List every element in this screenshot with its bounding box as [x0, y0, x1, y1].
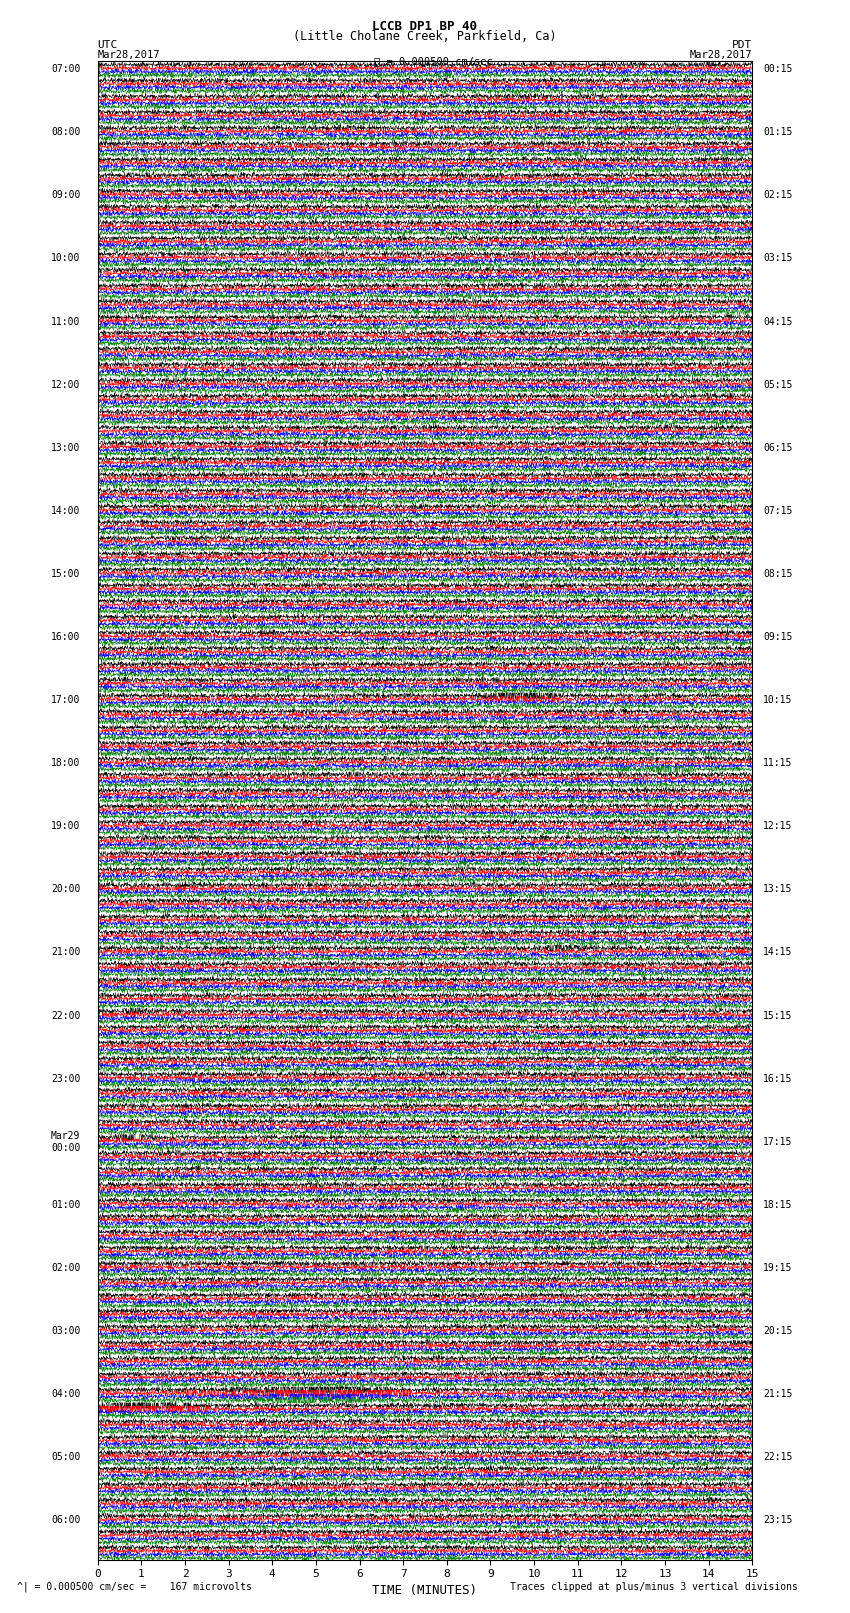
Text: 07:00: 07:00 [51, 65, 80, 74]
Text: 05:15: 05:15 [763, 379, 792, 390]
Text: (Little Cholane Creek, Parkfield, Ca): (Little Cholane Creek, Parkfield, Ca) [293, 31, 557, 44]
Text: 22:00: 22:00 [51, 1011, 80, 1021]
Text: 10:15: 10:15 [763, 695, 792, 705]
Text: 21:15: 21:15 [763, 1389, 792, 1398]
Text: 23:00: 23:00 [51, 1074, 80, 1084]
Text: 19:00: 19:00 [51, 821, 80, 831]
Text: Mar28,2017: Mar28,2017 [98, 50, 161, 60]
Text: 21:00: 21:00 [51, 947, 80, 958]
Text: Mar28,2017: Mar28,2017 [689, 50, 752, 60]
Text: UTC: UTC [98, 40, 118, 50]
Text: 09:15: 09:15 [763, 632, 792, 642]
Text: 14:15: 14:15 [763, 947, 792, 958]
Text: 06:15: 06:15 [763, 442, 792, 453]
Text: 08:15: 08:15 [763, 569, 792, 579]
Text: 03:00: 03:00 [51, 1326, 80, 1336]
Text: 12:15: 12:15 [763, 821, 792, 831]
Text: 02:00: 02:00 [51, 1263, 80, 1273]
Text: PDT: PDT [732, 40, 752, 50]
Text: 18:00: 18:00 [51, 758, 80, 768]
Text: 00:15: 00:15 [763, 65, 792, 74]
Text: 13:00: 13:00 [51, 442, 80, 453]
Text: 20:15: 20:15 [763, 1326, 792, 1336]
Text: 03:15: 03:15 [763, 253, 792, 263]
Text: 12:00: 12:00 [51, 379, 80, 390]
Text: Mar29
00:00: Mar29 00:00 [51, 1131, 80, 1153]
Text: 15:15: 15:15 [763, 1011, 792, 1021]
Text: 17:00: 17:00 [51, 695, 80, 705]
Text: 16:00: 16:00 [51, 632, 80, 642]
X-axis label: TIME (MINUTES): TIME (MINUTES) [372, 1584, 478, 1597]
Text: 10:00: 10:00 [51, 253, 80, 263]
Text: 18:15: 18:15 [763, 1200, 792, 1210]
Text: 06:00: 06:00 [51, 1515, 80, 1526]
Text: 01:00: 01:00 [51, 1200, 80, 1210]
Text: 02:15: 02:15 [763, 190, 792, 200]
Text: 13:15: 13:15 [763, 884, 792, 894]
Text: 09:00: 09:00 [51, 190, 80, 200]
Text: 15:00: 15:00 [51, 569, 80, 579]
Text: ^| = 0.000500 cm/sec =    167 microvolts: ^| = 0.000500 cm/sec = 167 microvolts [17, 1581, 252, 1592]
Text: 23:15: 23:15 [763, 1515, 792, 1526]
Text: 16:15: 16:15 [763, 1074, 792, 1084]
Text: 05:00: 05:00 [51, 1452, 80, 1463]
Text: 04:15: 04:15 [763, 316, 792, 326]
Text: 11:00: 11:00 [51, 316, 80, 326]
Text: 07:15: 07:15 [763, 506, 792, 516]
Text: 11:15: 11:15 [763, 758, 792, 768]
Text: 14:00: 14:00 [51, 506, 80, 516]
Text: 19:15: 19:15 [763, 1263, 792, 1273]
Text: 01:15: 01:15 [763, 127, 792, 137]
Text: 20:00: 20:00 [51, 884, 80, 894]
Text: 17:15: 17:15 [763, 1137, 792, 1147]
Text: Traces clipped at plus/minus 3 vertical divisions: Traces clipped at plus/minus 3 vertical … [510, 1582, 798, 1592]
Text: ⏐ = 0.000500 cm/sec: ⏐ = 0.000500 cm/sec [374, 56, 493, 66]
Text: 08:00: 08:00 [51, 127, 80, 137]
Text: LCCB DP1 BP 40: LCCB DP1 BP 40 [372, 19, 478, 34]
Text: 04:00: 04:00 [51, 1389, 80, 1398]
Text: 22:15: 22:15 [763, 1452, 792, 1463]
